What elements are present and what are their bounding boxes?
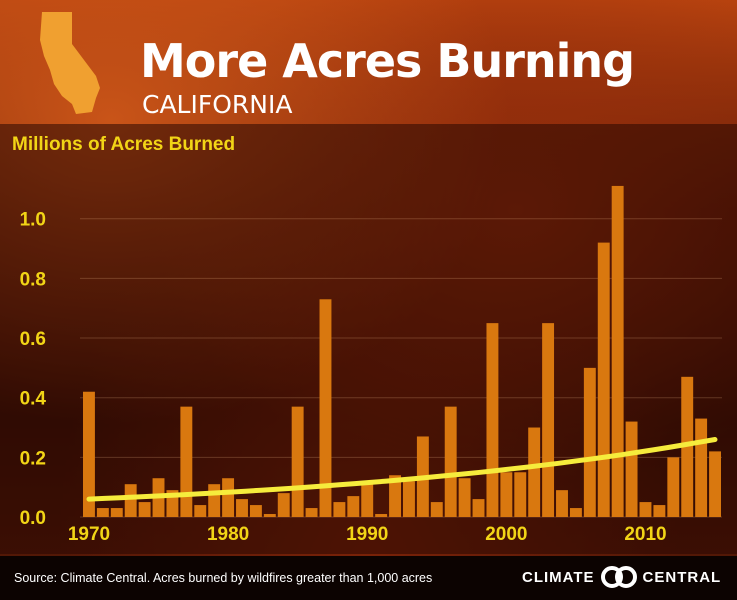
bar [291,406,304,517]
bar [277,493,290,517]
trend-line [86,437,718,502]
bar [597,242,610,517]
brand-left-word: CLIMATE [522,568,595,586]
bar [124,484,137,517]
bar [486,323,499,517]
y-ticks: 0.0 0.2 0.4 0.6 0.8 1.0 [20,210,47,529]
bar [583,367,596,517]
y-tick-label: 0.8 [20,269,46,290]
brand-right-word: CENTRAL [642,568,722,586]
bar [695,418,708,517]
page-title: More Acres Burning [140,34,635,88]
bar [236,499,248,517]
bar [347,496,360,517]
trend-layer [86,437,718,502]
bar [96,508,109,517]
x-tick-label: 2000 [485,524,527,545]
page-subtitle: CALIFORNIA [142,90,293,119]
bar [305,508,318,517]
bar [319,299,332,517]
x-tick-label: 1970 [68,524,110,545]
bar [472,499,485,517]
bar [110,508,123,517]
bar [639,502,652,517]
bar [208,484,221,517]
california-map-icon [40,12,100,114]
bar [389,475,401,517]
bar [361,481,374,517]
bar [528,427,541,517]
bar [333,502,346,517]
y-tick-label: 0.4 [20,389,47,410]
bar [138,502,151,517]
x-tick-label: 1980 [207,524,249,545]
bar [375,514,388,517]
bar [514,472,527,517]
bar [249,505,262,517]
bar [709,451,721,517]
y-tick-label: 0.6 [20,329,46,350]
bar [263,514,276,517]
footer [0,556,737,600]
bar [444,406,457,517]
bar [403,481,415,517]
brand: CLIMATE CENTRAL [522,565,721,589]
bar [500,472,513,517]
bar [556,490,568,517]
bar [653,505,666,517]
x-tick-label: 2010 [624,524,666,545]
bar [625,421,638,517]
bar [180,406,193,517]
bar [569,508,582,517]
y-tick-label: 0.0 [20,508,46,529]
bar [166,490,179,517]
bars-layer [83,185,721,518]
source-note: Source: Climate Central. Acres burned by… [14,571,433,585]
bar [222,478,235,517]
bar [542,323,555,517]
x-tick-label: 1990 [346,524,388,545]
bar [681,376,694,517]
bar [83,391,95,517]
x-ticks: 1970 1980 1990 2000 2010 [68,524,667,545]
bar-chart: 0.0 0.2 0.4 0.6 0.8 1.0 1970 1980 1990 2000 2010 [20,185,722,545]
bar [430,502,443,517]
y-tick-label: 0.2 [20,448,46,469]
y-axis-label: Millions of Acres Burned [12,134,236,155]
bar [667,457,680,517]
bar [458,478,471,517]
bar [611,185,624,518]
header: More Acres Burning CALIFORNIA [0,0,737,124]
y-tick-label: 1.0 [20,210,46,231]
bar [194,505,207,517]
climate-central-logo-icon [600,566,637,588]
